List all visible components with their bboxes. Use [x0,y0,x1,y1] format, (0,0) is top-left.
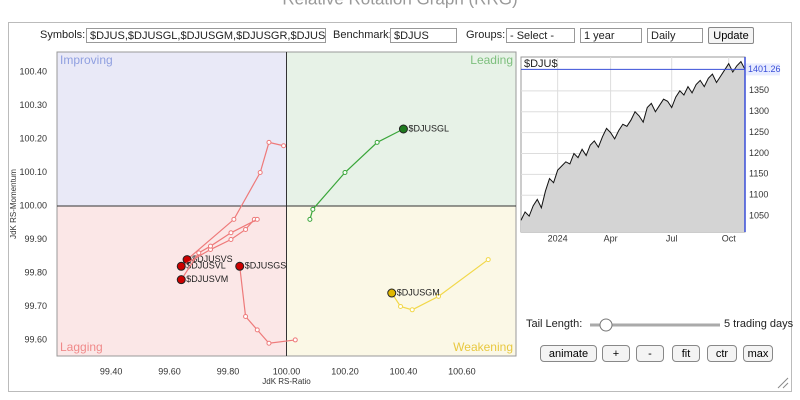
x-axis-label: JdK RS-Ratio [262,377,311,386]
quadrant-label: Leading [470,53,513,67]
y-tick-label: 99.80 [24,267,47,277]
symbol-label: $DJUSGM [397,287,440,297]
y-tick-label: 100.00 [19,200,47,210]
tail-length-value: 5 trading days [724,318,794,330]
y-tick-label: 100.40 [19,66,47,76]
y-tick-label: 99.70 [24,301,47,311]
tail-point [254,327,260,333]
tail-head [398,124,408,134]
tail-point [231,216,237,222]
quadrant-label: Lagging [60,340,103,354]
symbol-label: $DJUSGL [408,123,449,133]
price-area [521,61,745,233]
price-line [520,60,746,221]
x-tick-label: 99.80 [217,366,240,376]
tail-point [228,236,234,242]
tail-point [266,139,272,145]
update-button[interactable]: Update [708,27,754,44]
chart-button[interactable]: animate [540,345,597,362]
frequency-select[interactable]: Daily [647,28,703,43]
symbol-label: $DJUSGS [245,261,287,271]
benchmark-input[interactable]: $DJUS [390,28,457,43]
y-tick-label: 100.30 [19,100,47,110]
x-tick-label: 100.20 [331,366,359,376]
tail-point [485,257,491,263]
resize-grip[interactable] [777,377,789,389]
groups-select[interactable]: - Select - [506,28,575,43]
y-tick-label: 100.20 [19,133,47,143]
tail-point [228,230,234,236]
chart-button[interactable]: - [636,345,664,362]
y-tick-label: 100.10 [19,167,47,177]
tail-point [281,143,287,149]
tail-point [374,139,380,145]
x-tick-label: 100.00 [273,366,301,376]
quadrant [57,206,287,356]
x-tick-label: 100.40 [390,366,418,376]
tail-point [292,337,298,343]
x-tick-label: 100.60 [448,366,476,376]
x-tick-label: 99.60 [158,366,181,376]
tail-point [398,303,404,309]
tail-head [387,288,397,298]
y-tick-label: 1100 [749,190,768,200]
chart-button[interactable]: max [743,345,773,362]
quadrant [57,52,287,207]
tail-point [307,216,313,222]
y-tick-label: 1250 [749,127,769,137]
page-title: Relative Rotation Graph (RRG) [282,0,517,8]
y-tick-label: 1200 [749,148,769,158]
quadrant-label: Improving [60,53,113,67]
x-tick-label: Oct [722,233,737,243]
symbol-label: $DJUSVL [186,261,226,271]
tail-point [342,170,348,176]
y-tick-label: 1300 [749,106,769,116]
tail-point [266,340,272,346]
symbol-label: $DJUSVM [186,274,228,284]
y-tick-label: 1350 [749,85,769,95]
symbols-label: Symbols: [40,29,86,41]
symbol-label: $DJUSVS [192,254,233,264]
tail-length-label: Tail Length: [526,318,583,330]
benchmark-label: Benchmark: [333,29,392,41]
period-select[interactable]: 1 year [580,28,642,43]
tail-head [176,261,186,271]
last-value-label: 1401.26 [748,64,781,74]
symbols-input[interactable]: $DJUS,$DJUSGL,$DJUSGM,$DJUSGR,$DJUSGS [86,28,326,43]
slider-knob[interactable] [599,318,613,332]
tail-point [196,250,202,256]
tail-point [254,216,260,222]
y-tick-label: 1050 [749,211,769,221]
last-value-box [746,63,780,76]
quadrant-label: Weakening [453,340,513,354]
tail-point [257,170,263,176]
groups-label: Groups: [466,29,506,41]
tail-point [207,243,213,249]
tail-point [436,293,442,299]
x-tick-label: Jul [666,233,678,243]
x-tick-label: 2024 [548,233,568,243]
tail-head [235,261,245,271]
tail-point [243,313,249,319]
chart-title: $DJU$ [524,58,558,70]
tail-head [176,275,186,285]
tail-point [409,307,415,313]
x-tick-label: 99.40 [100,366,123,376]
tail-point [243,226,249,232]
tail-point [310,206,316,212]
x-tick-label: Apr [604,233,618,243]
y-tick-label: 99.90 [24,234,47,244]
chart-button[interactable]: fit [672,345,700,362]
quadrant [286,206,516,356]
y-axis-label: JdK RS-Momentum [9,169,18,239]
chart-button[interactable]: + [602,345,630,362]
chart-button[interactable]: ctr [707,345,737,362]
y-tick-label: 1150 [749,169,768,179]
y-tick-label: 99.60 [24,334,47,344]
